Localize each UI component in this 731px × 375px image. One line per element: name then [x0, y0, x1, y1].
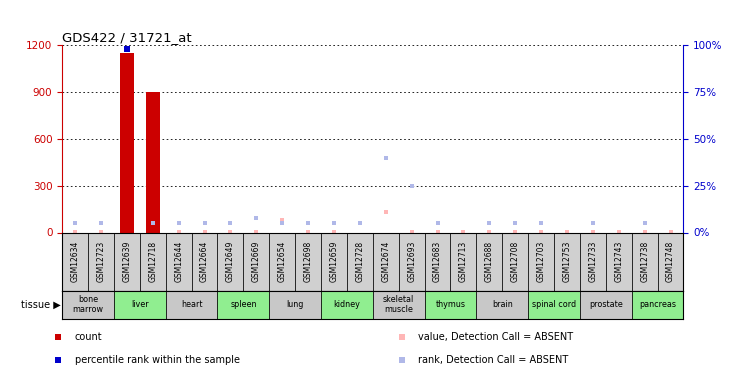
- Bar: [269, 232, 295, 291]
- Text: GSM12703: GSM12703: [537, 241, 545, 282]
- Text: brain: brain: [492, 300, 512, 309]
- Text: GSM12748: GSM12748: [666, 241, 675, 282]
- Text: GSM12664: GSM12664: [200, 241, 209, 282]
- Bar: [425, 232, 450, 291]
- Text: thymus: thymus: [436, 300, 466, 309]
- Text: GSM12718: GSM12718: [148, 241, 157, 282]
- Bar: [120, 53, 134, 232]
- Text: GSM12693: GSM12693: [407, 241, 416, 282]
- Bar: [450, 232, 477, 291]
- Bar: [145, 92, 160, 232]
- Text: lung: lung: [287, 300, 304, 309]
- Text: GSM12669: GSM12669: [251, 241, 261, 282]
- Bar: [580, 232, 606, 291]
- Text: GSM12659: GSM12659: [330, 241, 338, 282]
- Bar: [192, 232, 218, 291]
- Bar: [166, 232, 192, 291]
- Bar: [166, 291, 218, 319]
- Bar: [606, 232, 632, 291]
- Bar: [321, 291, 373, 319]
- Text: GSM12708: GSM12708: [511, 241, 520, 282]
- Bar: [114, 291, 166, 319]
- Bar: [502, 232, 528, 291]
- Text: spleen: spleen: [230, 300, 257, 309]
- Text: GSM12713: GSM12713: [459, 241, 468, 282]
- Bar: [554, 232, 580, 291]
- Text: GSM12733: GSM12733: [588, 241, 597, 282]
- Text: count: count: [75, 332, 102, 342]
- Text: skeletal
muscle: skeletal muscle: [383, 295, 414, 314]
- Bar: [658, 232, 683, 291]
- Bar: [398, 232, 425, 291]
- Text: GSM12654: GSM12654: [278, 241, 287, 282]
- Text: tissue ▶: tissue ▶: [21, 300, 61, 310]
- Text: GSM12634: GSM12634: [71, 241, 80, 282]
- Text: GSM12723: GSM12723: [96, 241, 105, 282]
- Bar: [373, 291, 425, 319]
- Bar: [62, 291, 114, 319]
- Text: GSM12698: GSM12698: [303, 241, 313, 282]
- Bar: [269, 291, 321, 319]
- Text: value, Detection Call = ABSENT: value, Detection Call = ABSENT: [418, 332, 573, 342]
- Text: GDS422 / 31721_at: GDS422 / 31721_at: [62, 31, 192, 44]
- Text: percentile rank within the sample: percentile rank within the sample: [75, 355, 240, 365]
- Bar: [347, 232, 373, 291]
- Text: GSM12644: GSM12644: [174, 241, 183, 282]
- Bar: [528, 232, 554, 291]
- Bar: [88, 232, 114, 291]
- Text: GSM12639: GSM12639: [122, 241, 132, 282]
- Bar: [632, 232, 658, 291]
- Bar: [243, 232, 269, 291]
- Bar: [528, 291, 580, 319]
- Text: rank, Detection Call = ABSENT: rank, Detection Call = ABSENT: [418, 355, 569, 365]
- Text: GSM12688: GSM12688: [485, 241, 494, 282]
- Bar: [632, 291, 683, 319]
- Text: bone
marrow: bone marrow: [72, 295, 104, 314]
- Text: liver: liver: [131, 300, 148, 309]
- Text: spinal cord: spinal cord: [532, 300, 576, 309]
- Text: kidney: kidney: [333, 300, 360, 309]
- Bar: [295, 232, 321, 291]
- Text: pancreas: pancreas: [639, 300, 676, 309]
- Bar: [321, 232, 347, 291]
- Bar: [218, 291, 269, 319]
- Bar: [62, 232, 88, 291]
- Bar: [140, 232, 166, 291]
- Bar: [580, 291, 632, 319]
- Bar: [477, 291, 528, 319]
- Bar: [373, 232, 398, 291]
- Text: GSM12728: GSM12728: [355, 241, 364, 282]
- Text: GSM12649: GSM12649: [226, 241, 235, 282]
- Text: heart: heart: [181, 300, 202, 309]
- Text: GSM12753: GSM12753: [562, 241, 572, 282]
- Text: GSM12743: GSM12743: [614, 241, 624, 282]
- Bar: [114, 232, 140, 291]
- Bar: [477, 232, 502, 291]
- Text: GSM12683: GSM12683: [433, 241, 442, 282]
- Text: GSM12674: GSM12674: [382, 241, 390, 282]
- Bar: [218, 232, 243, 291]
- Text: prostate: prostate: [589, 300, 623, 309]
- Text: GSM12738: GSM12738: [640, 241, 649, 282]
- Bar: [425, 291, 477, 319]
